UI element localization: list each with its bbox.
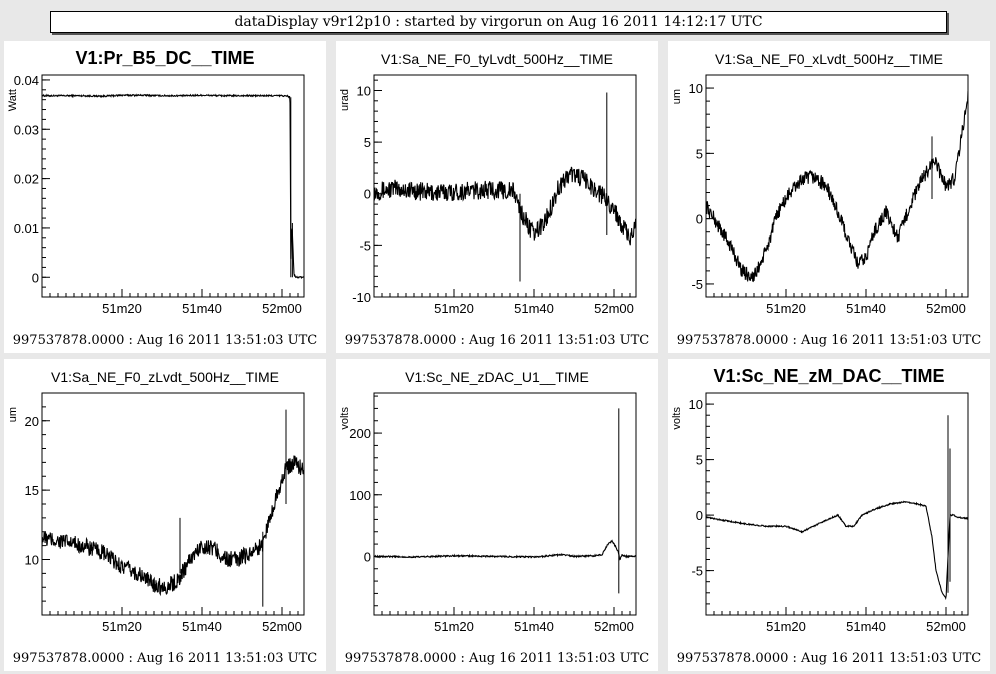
series-line bbox=[706, 90, 968, 283]
chart-panel-1: V1:Pr_B5_DC__TIME Watt 0 0.01 0.02 0.03 0.04 51… bbox=[4, 41, 326, 353]
y-axis-label: um bbox=[7, 407, 19, 422]
y-tick-label: 10 bbox=[689, 397, 703, 412]
chart-footer: 997537878.0000 : Aug 16 2011 13:51:03 UT… bbox=[13, 651, 318, 666]
chart-footer: 997537878.0000 : Aug 16 2011 13:51:03 UT… bbox=[13, 333, 318, 348]
x-tick-label: 51m40 bbox=[846, 619, 886, 634]
x-tick-label: 51m40 bbox=[182, 619, 222, 634]
y-tick-label: 20 bbox=[25, 414, 39, 429]
y-tick-label: 0 bbox=[32, 270, 39, 285]
y-tick-label: -10 bbox=[352, 290, 371, 305]
y-tick-label: 10 bbox=[357, 83, 371, 98]
series-line bbox=[42, 455, 304, 597]
plot-frame bbox=[705, 74, 969, 298]
y-tick-label: 0.01 bbox=[14, 221, 39, 236]
display-title: dataDisplay v9r12p10 : started by virgor… bbox=[50, 11, 947, 33]
y-tick-label: 5 bbox=[696, 453, 703, 468]
plot-frame bbox=[373, 392, 637, 616]
y-tick-label: 0 bbox=[364, 187, 371, 202]
x-tick-label: 52m00 bbox=[594, 619, 634, 634]
x-tick-label: 51m40 bbox=[182, 301, 222, 316]
y-axis-label: Watt bbox=[7, 89, 19, 111]
chart-title: V1:Sc_NE_zDAC_U1__TIME bbox=[405, 369, 589, 385]
chart-title: V1:Pr_B5_DC__TIME bbox=[75, 48, 254, 68]
x-tick-label: 51m40 bbox=[846, 301, 886, 316]
chart-title: V1:Sa_NE_F0_zLvdt_500Hz__TIME bbox=[51, 369, 279, 385]
y-tick-label: 200 bbox=[349, 426, 371, 441]
chart-footer: 997537878.0000 : Aug 16 2011 13:51:03 UT… bbox=[677, 651, 982, 666]
y-tick-label: 0 bbox=[696, 508, 703, 523]
x-tick-label: 51m20 bbox=[766, 619, 806, 634]
x-tick-label: 52m00 bbox=[926, 619, 966, 634]
y-axis-label: volts bbox=[339, 407, 351, 430]
x-tick-label: 52m00 bbox=[262, 619, 302, 634]
plot-frame bbox=[41, 74, 305, 298]
y-axis-label: volts bbox=[671, 407, 683, 430]
x-tick-label: 51m20 bbox=[766, 301, 806, 316]
y-tick-label: 5 bbox=[696, 146, 703, 161]
series-line bbox=[706, 500, 968, 601]
x-tick-label: 52m00 bbox=[594, 301, 634, 316]
x-tick-label: 51m40 bbox=[514, 619, 554, 634]
x-tick-label: 51m20 bbox=[434, 619, 474, 634]
chart-svg-1: V1:Pr_B5_DC__TIME Watt 0 0.01 0.02 0.03 0.04 51… bbox=[7, 48, 318, 348]
x-tick-label: 51m20 bbox=[102, 619, 142, 634]
plot-frame bbox=[705, 392, 969, 616]
chart-title: V1:Sa_NE_F0_tyLvdt_500Hz__TIME bbox=[381, 51, 613, 67]
y-axis-label: urad bbox=[339, 89, 351, 111]
y-tick-label: 0.04 bbox=[14, 73, 39, 88]
chart-footer: 997537878.0000 : Aug 16 2011 13:51:03 UT… bbox=[345, 333, 650, 348]
chart-title: V1:Sc_NE_zM_DAC__TIME bbox=[713, 366, 944, 386]
y-tick-label: 15 bbox=[25, 483, 39, 498]
chart-footer: 997537878.0000 : Aug 16 2011 13:51:03 UT… bbox=[677, 333, 982, 348]
y-tick-label: -5 bbox=[359, 238, 371, 253]
y-tick-label: 100 bbox=[349, 488, 371, 503]
plot-frame bbox=[373, 74, 637, 298]
y-tick-label: 10 bbox=[25, 553, 39, 568]
x-tick-label: 51m40 bbox=[514, 301, 554, 316]
x-tick-label: 51m20 bbox=[434, 301, 474, 316]
series-line bbox=[42, 93, 304, 280]
chart-footer: 997537878.0000 : Aug 16 2011 13:51:03 UT… bbox=[345, 651, 650, 666]
y-tick-label: 10 bbox=[689, 81, 703, 96]
x-tick-label: 51m20 bbox=[102, 301, 142, 316]
y-tick-label: 0.02 bbox=[14, 172, 39, 187]
x-tick-label: 52m00 bbox=[262, 301, 302, 316]
y-tick-label: -5 bbox=[691, 564, 703, 579]
x-tick-label: 52m00 bbox=[926, 301, 966, 316]
y-tick-label: 0.03 bbox=[14, 122, 39, 137]
y-tick-label: -5 bbox=[691, 277, 703, 292]
y-tick-label: 5 bbox=[364, 135, 371, 150]
y-axis-label: um bbox=[671, 89, 683, 104]
series-line bbox=[374, 166, 636, 246]
y-tick-label: 0 bbox=[696, 212, 703, 227]
y-tick-label: 0 bbox=[364, 549, 371, 564]
chart-title: V1:Sa_NE_F0_xLvdt_500Hz__TIME bbox=[715, 51, 943, 67]
series-line bbox=[374, 539, 636, 561]
